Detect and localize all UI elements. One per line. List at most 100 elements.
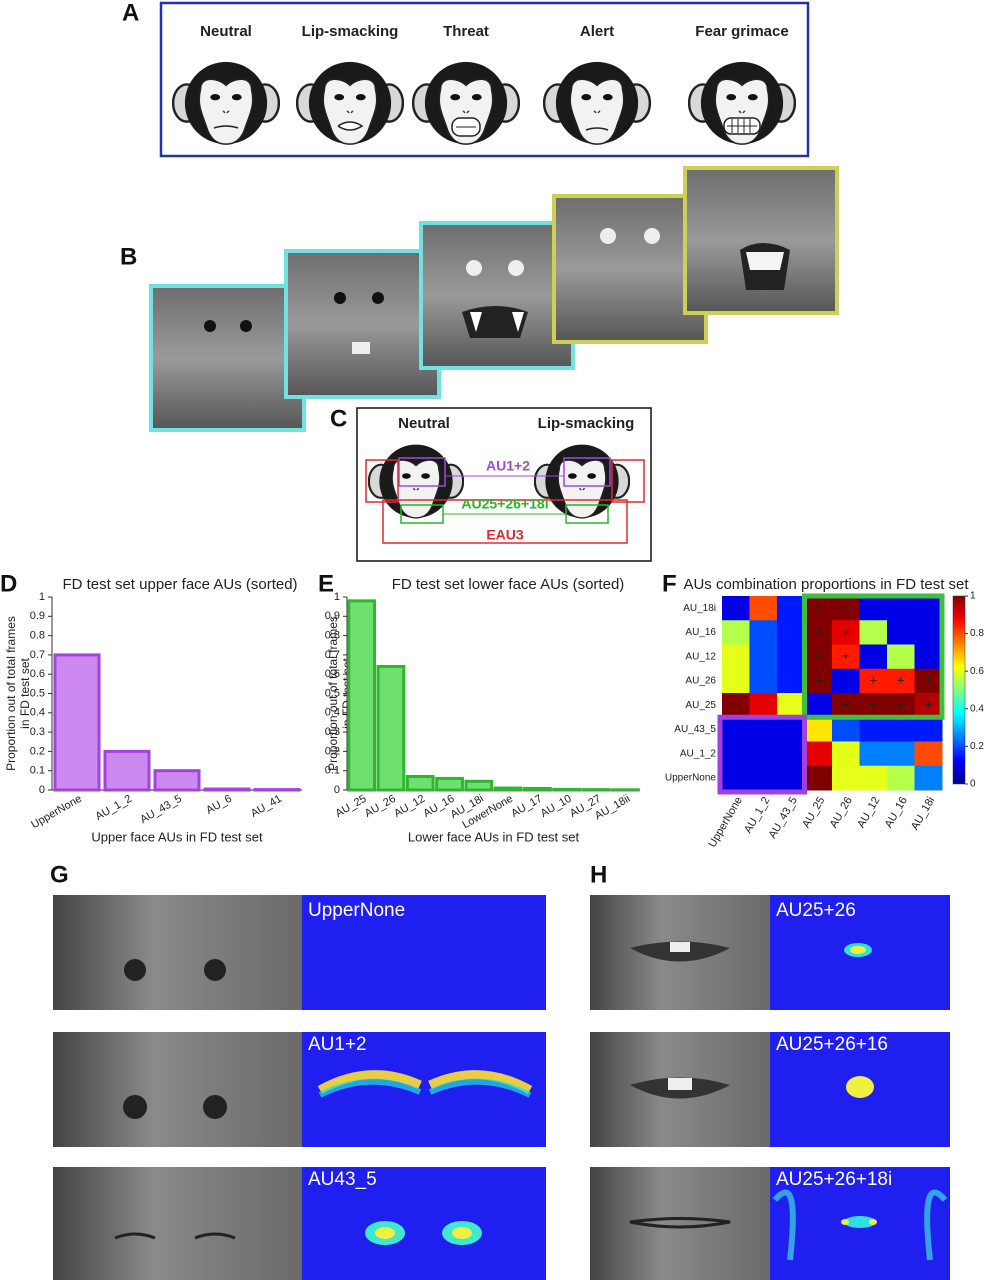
heatmap-cell: [722, 765, 750, 791]
heatmap-cell: [887, 644, 915, 670]
heatmap-cell: [722, 741, 750, 767]
heatmap-cell: [832, 620, 860, 645]
highlight-box: [802, 593, 945, 720]
region-label: AU1+2: [486, 458, 530, 474]
y-tick-label: 0.3: [30, 726, 45, 738]
heatmap-cell: [777, 741, 805, 767]
y-axis-label: Proportion out of total frames: [4, 616, 18, 771]
significance-mark: +: [897, 672, 905, 687]
y-tick-label: AU_43_5: [674, 724, 716, 735]
y-tick-label: 0.6: [325, 668, 340, 680]
bar: [203, 787, 251, 792]
x-tick-label: AU_26: [828, 795, 855, 830]
mouth: [585, 127, 609, 131]
photo: [419, 221, 575, 370]
colorbar-tick-label: 0.8: [970, 628, 984, 639]
heatmap-cell: [722, 717, 750, 742]
colorbar-tick-label: 0: [970, 779, 976, 790]
heatmap-cell: [804, 596, 833, 621]
bar: [552, 787, 582, 792]
photo: [149, 284, 306, 432]
heatmap-cell: [832, 765, 860, 791]
heatmap-cell: [887, 741, 915, 767]
heatmap-cell: [777, 717, 805, 742]
bar: [435, 776, 464, 792]
region-label: AU25+26+18i: [461, 496, 548, 512]
heatmap-cell: [722, 596, 750, 621]
image-label: UpperNone: [308, 900, 405, 921]
heatmap-cell: [777, 765, 805, 791]
chart-title: FD test set lower face AUs (sorted): [392, 576, 625, 593]
colorbar-tick-label: 0.4: [970, 703, 984, 714]
panel-label: A: [122, 0, 139, 26]
heatmap-cell: [804, 668, 833, 694]
heatmap-cell: [914, 717, 943, 742]
heatmap-cell: [914, 765, 943, 791]
y-tick-label: AU_1_2: [680, 748, 717, 759]
heatmap-cell: [749, 644, 778, 670]
image-label: AU1+2: [308, 1034, 367, 1055]
bar: [464, 779, 494, 792]
y-tick-label: 0.8: [30, 630, 45, 642]
y-tick-label: 0.3: [325, 726, 340, 738]
heatmap-cell: [887, 717, 915, 742]
heatmap-cell: [832, 693, 860, 718]
chart-title: FD test set upper face AUs (sorted): [62, 576, 297, 593]
heatmap-cell: [914, 644, 943, 670]
x-axis-label: Lower face AUs in FD test set: [408, 829, 580, 844]
heatmap-cell: [722, 620, 750, 645]
significance-mark: +: [814, 672, 822, 687]
x-tick-label: AU_1_2: [94, 793, 134, 823]
heatmap-cell: [749, 717, 778, 742]
y-axis-label: in FD test set: [18, 657, 32, 728]
y-tick-label: 0.7: [325, 649, 340, 661]
colorbar-tick-label: 0.6: [970, 666, 984, 677]
heatmap-cell: [749, 668, 778, 694]
heatmap-cell: [777, 668, 805, 694]
panel-label: G: [50, 861, 69, 888]
face-label: Neutral: [398, 415, 450, 432]
heatmap-cell: [777, 644, 805, 670]
bar: [405, 774, 435, 792]
significance-mark: +: [842, 624, 850, 639]
x-tick-label: AU_12: [392, 793, 427, 820]
x-tick-label: AU_10: [539, 793, 574, 820]
heatmap-cell: [749, 596, 778, 621]
y-tick-label: 0.1: [325, 765, 340, 777]
y-tick-label: 0.5: [30, 687, 45, 699]
y-tick-label: 0.9: [325, 610, 340, 622]
y-tick-label: AU_26: [685, 676, 716, 687]
heatmap-cell: [749, 765, 778, 791]
y-tick-label: 0: [39, 784, 45, 796]
x-tick-label: AU_25: [333, 793, 368, 820]
panel-label: B: [120, 243, 137, 270]
heatmap-cell: [804, 693, 833, 718]
y-tick-label: 0.2: [325, 745, 340, 757]
heatmap-cell: [914, 668, 943, 694]
heatmap-cell: [722, 644, 750, 670]
y-tick-label: 0.5: [325, 687, 340, 699]
panel-a-frame: [159, 1, 810, 158]
heatmap-cell: [859, 668, 888, 694]
image-label: AU43_5: [308, 1169, 377, 1190]
y-tick-label: UpperNone: [665, 773, 717, 784]
panel-c-frame: [356, 407, 652, 562]
heatmap-cell: [804, 765, 833, 791]
heatmap-cell: [832, 741, 860, 767]
y-tick-label: 0.1: [30, 765, 45, 777]
heatmap-cell: [832, 596, 860, 621]
face-label: Fear grimace: [695, 23, 788, 40]
mouth: [213, 125, 239, 129]
y-tick-label: 0.2: [30, 745, 45, 757]
bar: [53, 653, 101, 792]
heatmap-cell: [859, 644, 888, 670]
heatmap-cell: [804, 620, 833, 645]
significance-mark: +: [869, 672, 877, 687]
heatmap-cell: [887, 668, 915, 694]
panel-h-images: [590, 895, 950, 1280]
panel-label: C: [330, 405, 347, 432]
bar: [376, 664, 406, 792]
face-label: Lip-smacking: [302, 23, 399, 40]
colorbar-tick-label: 1: [970, 591, 976, 602]
